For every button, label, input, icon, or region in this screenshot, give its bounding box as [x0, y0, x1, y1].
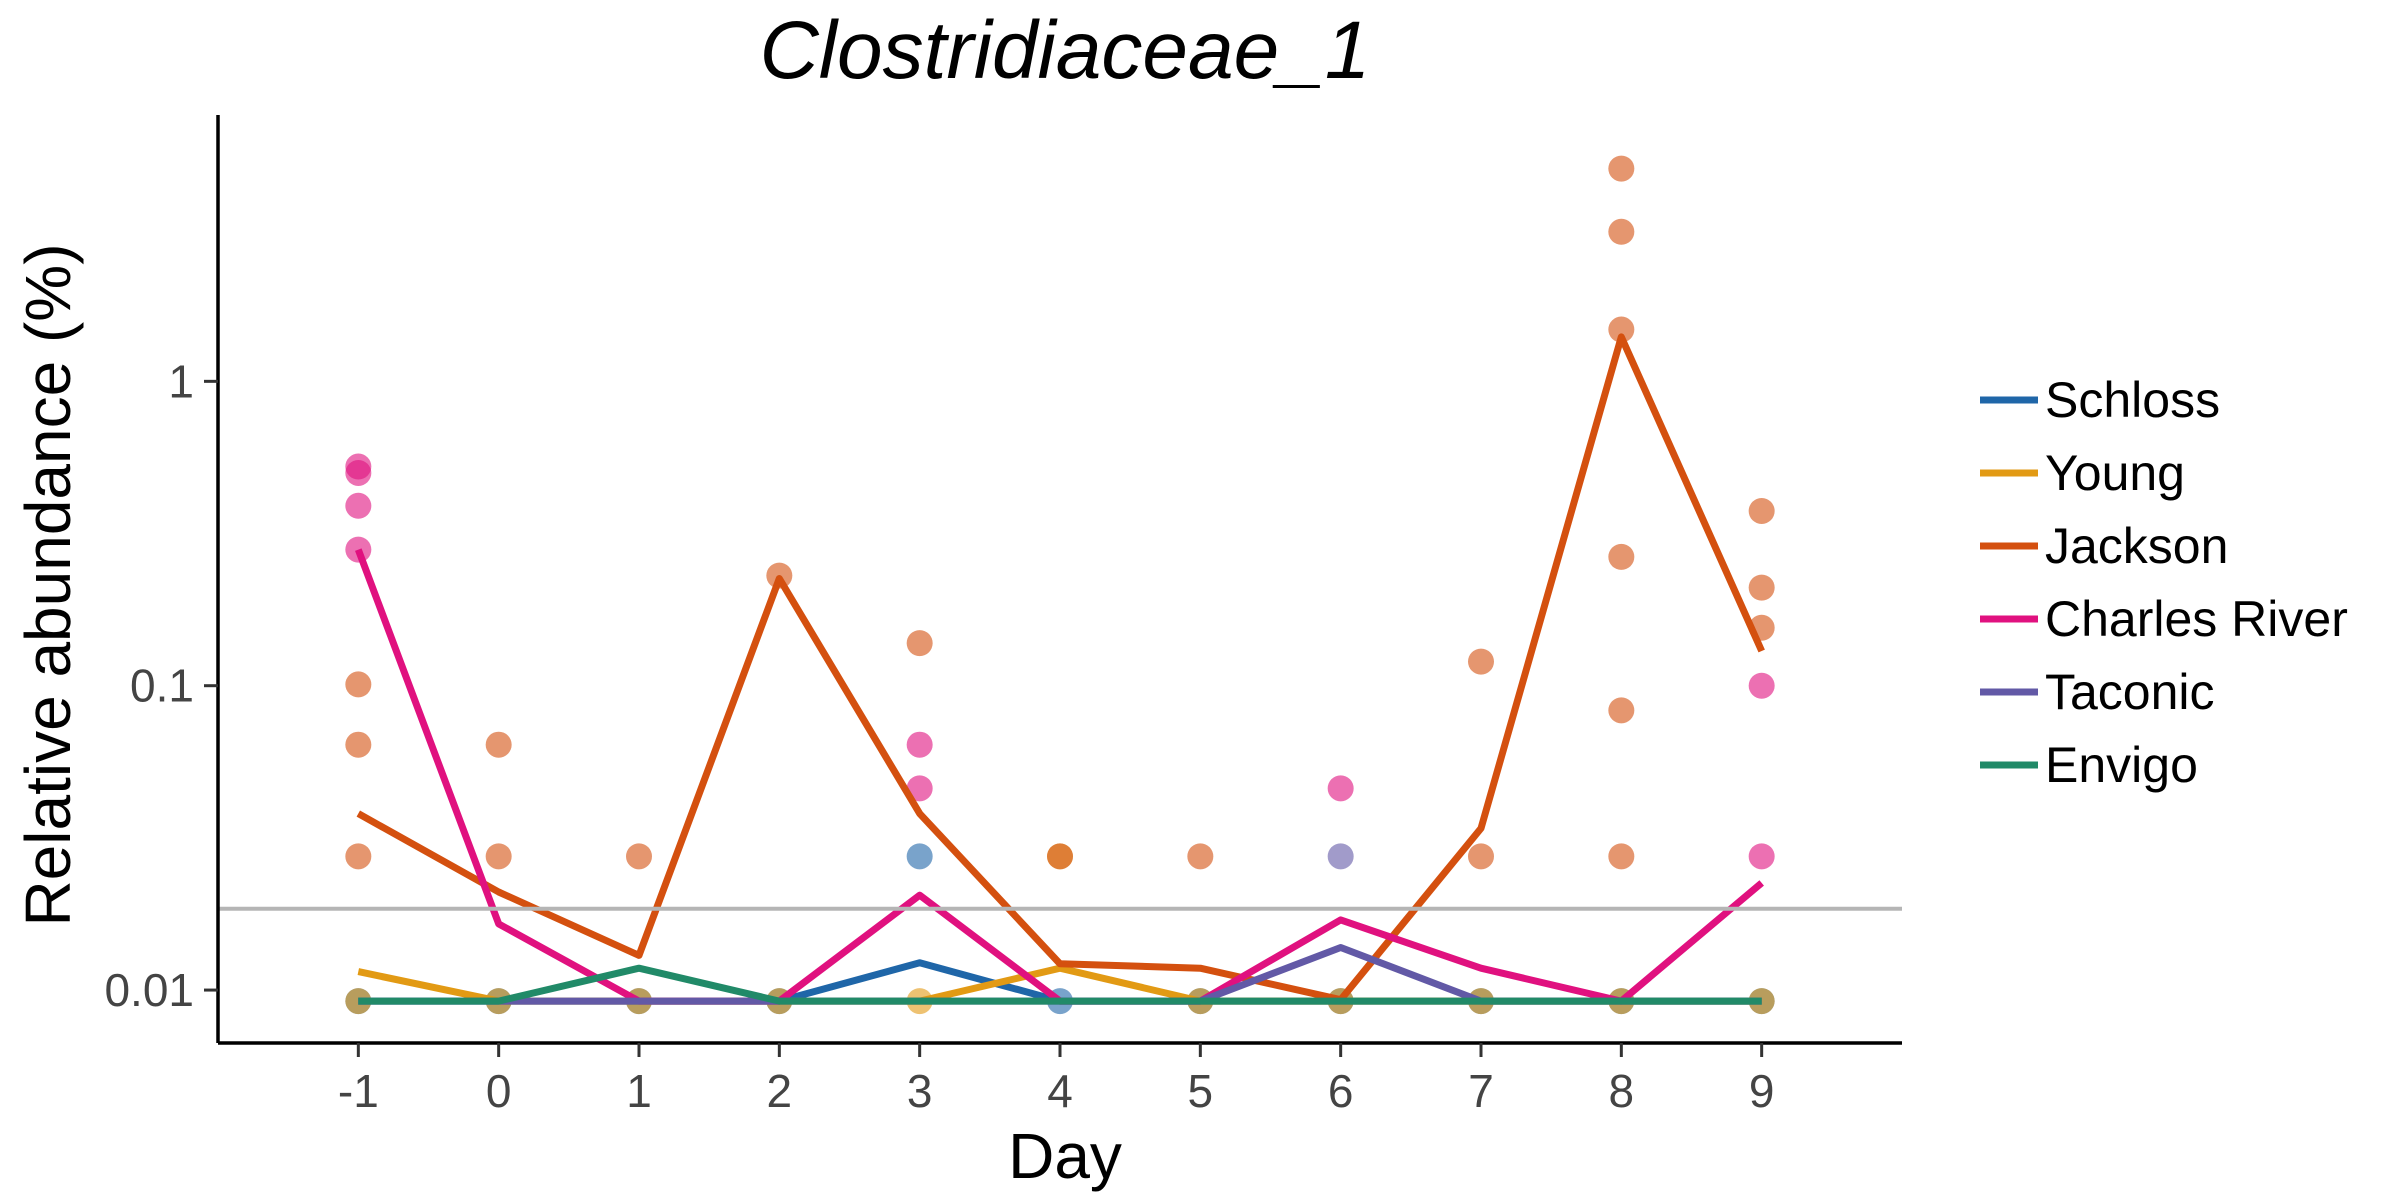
- data-point: [1608, 155, 1635, 182]
- points-layer: [345, 155, 1775, 1015]
- data-point: [345, 843, 372, 870]
- data-point: [1047, 843, 1073, 870]
- x-tick-label: 6: [1328, 1065, 1354, 1117]
- data-point: [1608, 543, 1635, 570]
- legend: Schloss Young Jackson Charles River Taconic E…: [1980, 372, 2348, 793]
- data-point: [1468, 648, 1494, 675]
- data-point: [1327, 775, 1354, 802]
- legend-label: Young: [2045, 445, 2185, 501]
- data-point: [1608, 697, 1635, 724]
- x-tick-label: 2: [767, 1065, 793, 1117]
- y-tick-label: 1: [168, 355, 194, 407]
- series-line: [355, 548, 1764, 1005]
- x-tick-label: 9: [1749, 1065, 1775, 1117]
- x-tick-label: 5: [1188, 1065, 1214, 1117]
- y-tick-label: 0.01: [104, 964, 194, 1016]
- data-point: [1748, 497, 1775, 524]
- legend-label: Charles River: [2045, 591, 2348, 647]
- y-ticks: 0.01 0.1 1: [104, 355, 218, 1016]
- legend-label: Jackson: [2045, 518, 2228, 574]
- data-point: [626, 843, 652, 870]
- x-axis-title: Day: [1008, 1120, 1122, 1192]
- data-point: [1748, 574, 1775, 601]
- data-point: [345, 731, 372, 758]
- data-point: [906, 731, 933, 758]
- lines-layer: [355, 333, 1765, 1005]
- series-line: [356, 333, 1765, 1004]
- series-line: [358, 964, 1762, 1005]
- x-tick-label: 4: [1047, 1065, 1073, 1117]
- data-point: [906, 843, 933, 870]
- data-point: [345, 453, 372, 480]
- x-tick-label: 3: [907, 1065, 933, 1117]
- data-point: [1748, 672, 1775, 699]
- x-tick-label: -1: [338, 1065, 379, 1117]
- data-point: [906, 775, 933, 802]
- y-axis-title: Relative abundance (%): [12, 243, 84, 926]
- x-tick-label: 0: [486, 1065, 512, 1117]
- data-point: [906, 630, 933, 657]
- legend-label: Envigo: [2045, 737, 2198, 793]
- data-point: [1468, 843, 1494, 870]
- data-point: [1187, 843, 1214, 870]
- data-point: [1327, 843, 1354, 870]
- x-tick-label: 8: [1609, 1065, 1635, 1117]
- x-ticks: -1 0 1 2 3 4 5 6 7 8 9: [338, 1043, 1775, 1117]
- x-tick-label: 1: [626, 1065, 652, 1117]
- legend-label: Taconic: [2045, 664, 2215, 720]
- data-point: [1608, 218, 1635, 245]
- data-point: [1608, 316, 1635, 343]
- data-point: [345, 671, 372, 698]
- chart-title: Clostridiaceae_1: [760, 5, 1371, 96]
- data-point: [1608, 843, 1635, 870]
- data-point: [345, 492, 372, 519]
- data-point: [485, 731, 512, 758]
- data-point: [485, 843, 512, 870]
- legend-label: Schloss: [2045, 372, 2220, 428]
- x-tick-label: 7: [1468, 1065, 1494, 1117]
- data-point: [1748, 843, 1775, 870]
- y-tick-label: 0.1: [130, 660, 194, 712]
